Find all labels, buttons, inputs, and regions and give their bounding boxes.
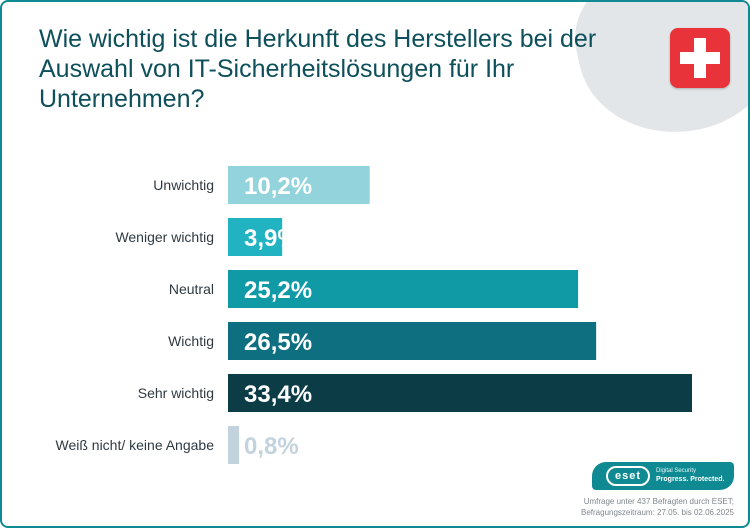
bar bbox=[228, 322, 597, 360]
value-label: 3,9% bbox=[244, 225, 299, 252]
bar bbox=[228, 218, 283, 256]
footer: eset Digital Security Progress. Protecte… bbox=[494, 462, 734, 526]
source-line-1: Umfrage unter 437 Befragten durch ESET; bbox=[583, 497, 734, 506]
value-label: 25,2% bbox=[244, 277, 312, 304]
bar bbox=[228, 426, 240, 464]
eset-logo-text: eset bbox=[606, 466, 650, 486]
category-label: Weiß nicht/ keine Angabe bbox=[55, 437, 214, 453]
category-label: Unwichtig bbox=[153, 177, 214, 193]
logo-tagline-1: Digital Security bbox=[656, 468, 697, 474]
swiss-flag-icon bbox=[670, 28, 730, 88]
category-label: Wichtig bbox=[168, 333, 214, 349]
category-label: Neutral bbox=[169, 281, 214, 297]
value-label: 0,8% bbox=[244, 433, 299, 460]
category-label: Weniger wichtig bbox=[115, 229, 214, 245]
bar bbox=[228, 166, 370, 204]
value-label: 33,4% bbox=[244, 381, 312, 408]
chart-title: Wie wichtig ist die Herkunft des Herstel… bbox=[39, 25, 597, 113]
value-label: 10,2% bbox=[244, 173, 312, 200]
bar bbox=[228, 270, 579, 308]
source-note: Umfrage unter 437 Befragten durch ESET; … bbox=[494, 496, 734, 518]
eset-logo: eset Digital Security Progress. Protecte… bbox=[592, 462, 734, 490]
source-line-2: Befragungszeitraum: 27.05. bis 02.06.202… bbox=[581, 508, 734, 517]
logo-tagline-2: Progress. Protected. bbox=[656, 476, 725, 483]
value-label: 26,5% bbox=[244, 329, 312, 356]
category-label: Sehr wichtig bbox=[138, 385, 214, 401]
bar bbox=[228, 374, 692, 412]
